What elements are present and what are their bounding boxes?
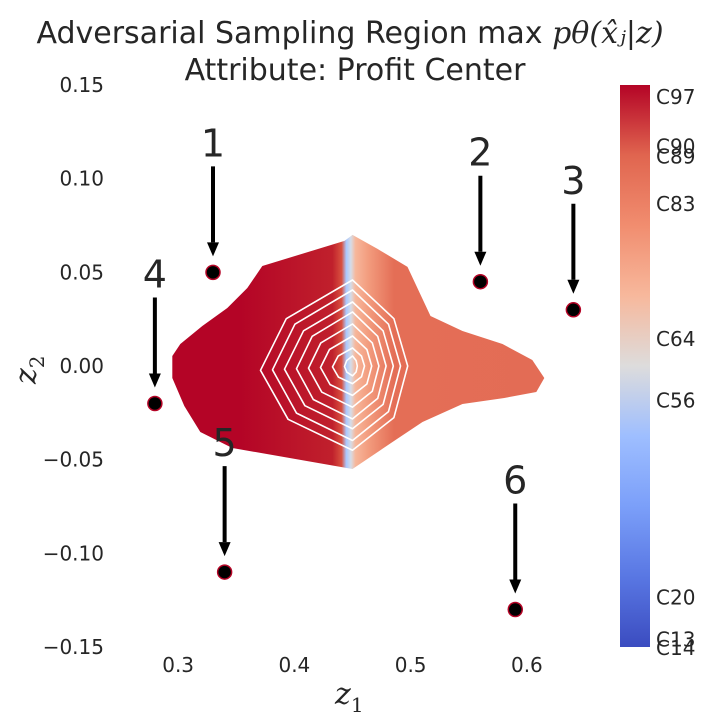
x-tick-label: 0.6 [511,653,543,677]
point-marker [147,395,163,412]
x-axis-label-main: z [334,677,351,712]
contour-line [295,311,387,420]
point-marker [507,601,523,618]
point-marker [565,302,582,318]
y-tick-label: 0.00 [59,354,104,378]
y-axis-label: z2 [9,355,49,385]
annotation-arrowhead [218,542,231,557]
annotation-arrowhead [567,279,580,294]
x-tick-labels: 0.3 0.4 0.5 0.6 [162,653,543,677]
annotation-label: 6 [503,459,527,503]
title-math: pθ(x̂ⱼ|z) [552,16,663,51]
annotation-label: 5 [213,421,237,465]
y-axis-label-sub: 2 [25,355,49,368]
annotation-label: 2 [468,131,492,175]
y-tick-label: 0.05 [59,260,104,284]
contour-line [271,289,402,442]
colorbar-tick-label: C14 [656,636,695,660]
y-tick-label: −0.05 [43,448,104,472]
annotation-arrowhead [148,373,161,388]
point-marker [216,564,233,580]
colorbar [620,85,650,647]
contour-region [172,234,545,470]
contour-line [259,279,409,452]
x-axis-label-sub: 1 [351,693,364,717]
title-text: Adversarial Sampling Region max [36,16,552,51]
x-tick-label: 0.4 [278,653,310,677]
region-fill [172,234,545,470]
chart-title: Adversarial Sampling Region max pθ(x̂ⱼ|z… [36,16,663,51]
annotation-label: 1 [201,121,225,165]
annotation-label: 4 [143,252,167,296]
colorbar-tick-label: C56 [656,389,695,413]
y-tick-label: 0.15 [59,73,104,97]
contour-line [307,323,380,408]
point-marker [472,273,489,290]
colorbar-tick-label: C89 [656,144,695,168]
colorbar-tick-label: C20 [656,585,695,609]
point-marker [205,264,221,281]
data-points [147,264,582,618]
annotation-label: 3 [561,159,585,203]
x-axis-label: z1 [334,677,364,717]
chart-subtitle: Attribute: Profit Center [185,53,527,88]
annotation-arrowhead [474,251,487,266]
colorbar-tick-label: C90 [656,135,695,159]
contour-line [283,301,395,430]
colorbar-tick-label: C83 [656,192,695,216]
y-axis-label-main: z [9,368,44,385]
colorbar-tick-label: C13 [656,628,695,652]
annotation-arrowhead [207,242,219,257]
annotation-arrowhead [509,579,522,594]
contour-line [319,335,373,397]
x-tick-label: 0.5 [395,653,427,677]
y-tick-labels: 0.15 0.10 0.05 0.00 −0.05 −0.10 −0.15 [43,73,104,659]
colorbar-tick-label: C97 [656,85,695,109]
y-tick-label: −0.15 [43,635,104,659]
annotations: 1 2 3 4 5 6 [143,121,585,594]
x-tick-label: 0.3 [162,653,194,677]
contour-line [331,347,366,385]
y-tick-label: 0.10 [59,167,104,191]
y-tick-label: −0.10 [43,541,104,565]
colorbar-tick-label: C64 [656,327,695,351]
contour-line [343,355,359,377]
